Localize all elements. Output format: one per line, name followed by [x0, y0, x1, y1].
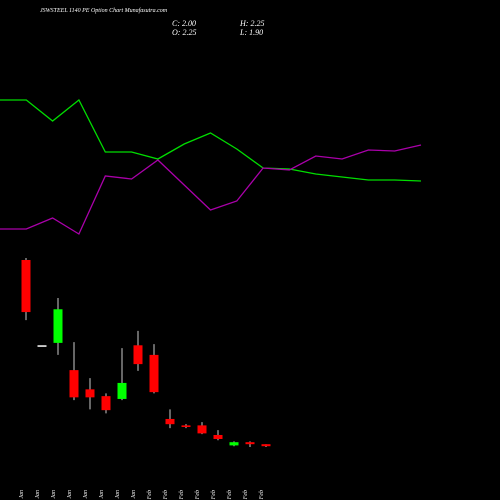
indicator-line	[0, 144, 422, 235]
candle-body	[213, 434, 223, 439]
indicator-line	[0, 98, 422, 182]
candle-body	[133, 345, 143, 365]
candle-body	[101, 396, 111, 411]
x-tick-label: 29 Jan	[99, 490, 105, 500]
candle-body	[21, 260, 31, 313]
x-tick-label: 30 Jan	[115, 490, 121, 500]
x-tick-label: 23 Jan	[51, 490, 57, 500]
candle-body	[117, 382, 127, 399]
candle-body	[245, 442, 255, 445]
candle-body	[85, 389, 95, 398]
info-close: C: 2.00	[172, 19, 196, 28]
candle-body	[261, 444, 271, 447]
info-open: O: 2.25	[172, 28, 196, 37]
x-tick-label: 22 Jan	[35, 490, 41, 500]
candle-body	[53, 309, 63, 343]
candle-body	[181, 425, 191, 427]
candle-body	[149, 354, 159, 393]
x-tick-label: 31 Jan	[131, 490, 137, 500]
candle-body	[37, 345, 47, 347]
x-tick-label: 10 Feb	[243, 490, 249, 500]
candle-body	[229, 442, 239, 446]
x-tick-label: 21 Jan	[19, 490, 25, 500]
x-tick-label: 28 Jan	[83, 490, 89, 500]
info-low: L: 1.90	[239, 28, 263, 37]
x-tick-label: 06 Feb	[211, 490, 217, 500]
info-high: H: 2.25	[239, 19, 264, 28]
candle-body	[197, 425, 207, 434]
chart-title: JSWSTEEL 1140 PE Option Chart Munafasutr…	[40, 7, 168, 14]
candle-body	[69, 370, 79, 398]
candle-body	[165, 418, 175, 425]
x-tick-label: 27 Jan	[67, 490, 73, 500]
x-tick-label: 03 Feb	[163, 490, 169, 500]
x-tick-label: 07 Feb	[227, 490, 233, 500]
x-tick-label: 04 Feb	[178, 490, 185, 500]
x-tick-label: 01 Feb	[147, 490, 153, 500]
x-tick-label: 05 Feb	[195, 490, 201, 500]
x-tick-label: 11 Feb	[259, 490, 265, 500]
